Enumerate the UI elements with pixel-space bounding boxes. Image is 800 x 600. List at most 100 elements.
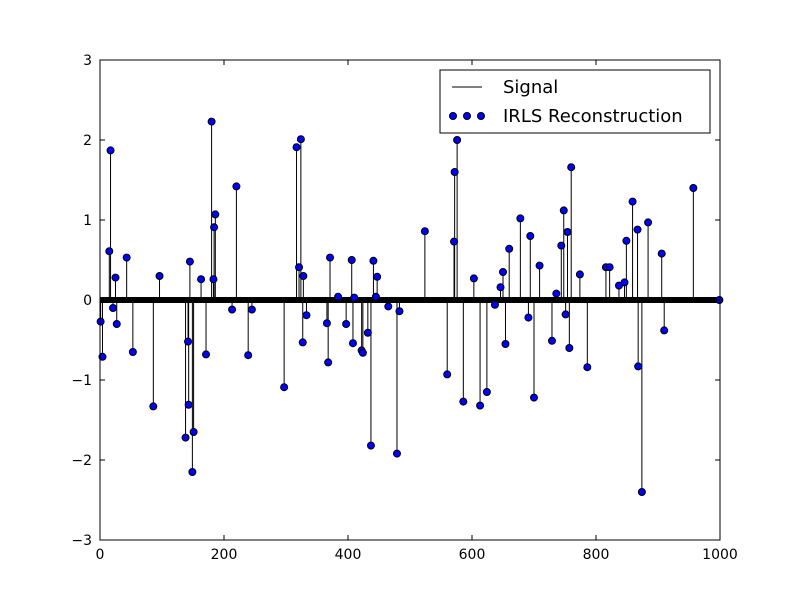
irls-point [637, 488, 646, 496]
irls-point [358, 348, 367, 357]
legend-label: Signal [503, 77, 558, 98]
irls-point [366, 441, 375, 450]
y-tick-label: 1 [83, 213, 92, 229]
legend-marker-icon [477, 112, 485, 120]
irls-point [181, 433, 190, 442]
irls-point [109, 304, 118, 312]
irls-point [112, 320, 121, 328]
irls-point [228, 305, 237, 314]
irls-point [575, 270, 584, 279]
x-tick-label: 400 [335, 547, 362, 563]
irls-point [188, 468, 197, 476]
irls-point [96, 317, 105, 326]
irls-point [98, 352, 107, 361]
x-tick-label: 600 [459, 547, 486, 563]
irls-point [210, 223, 219, 232]
irls-point [524, 313, 533, 322]
irls-point [189, 428, 198, 436]
irls-point [348, 339, 357, 348]
irls-point [155, 272, 164, 280]
irls-point [420, 227, 429, 236]
irls-point [207, 117, 216, 126]
y-tick-label: −1 [71, 373, 92, 389]
irls-point [295, 263, 304, 272]
irls-point [559, 206, 568, 215]
legend-marker-icon [449, 112, 457, 120]
irls-point [567, 163, 576, 172]
irls-point [122, 253, 131, 262]
irls-point [490, 300, 499, 309]
irls-point [501, 340, 510, 348]
x-tick-label: 200 [211, 547, 238, 563]
irls-point [128, 348, 137, 356]
irls-point [184, 400, 193, 409]
irls-point [185, 257, 194, 266]
irls-point [244, 351, 253, 360]
irls-point [634, 362, 643, 371]
irls-point [516, 214, 525, 223]
irls-point [628, 197, 637, 206]
axes: 0 200 400 600 800 1000 −3 −2 −1 0 1 2 3 [71, 53, 737, 563]
irls-point [106, 146, 115, 155]
irls-point [476, 401, 485, 410]
x-tick-label: 1000 [702, 547, 738, 563]
plot-area [96, 117, 724, 496]
irls-point [296, 135, 305, 144]
irls-point [373, 272, 382, 281]
irls-point [660, 326, 669, 335]
irls-point [197, 275, 206, 284]
irls-point [184, 337, 193, 346]
irls-point [105, 247, 114, 256]
legend: Signal IRLS Reconstruction [439, 69, 711, 134]
irls-point [620, 278, 629, 287]
irls-point [450, 237, 459, 246]
irls-point [561, 310, 570, 319]
irls-point [322, 319, 331, 328]
irls-point [535, 261, 544, 270]
irls-point [482, 388, 491, 396]
irls-point [334, 292, 343, 301]
irls-point [302, 311, 311, 320]
irls-point [280, 383, 289, 392]
irls-point [557, 241, 566, 250]
irls-point [392, 449, 401, 458]
irls-point [292, 143, 301, 152]
irls-point [395, 307, 404, 316]
irls-point [689, 184, 698, 192]
irls-point [526, 232, 535, 240]
y-tick-label: 3 [83, 53, 92, 69]
irls-point [324, 358, 333, 367]
irls-point [149, 402, 158, 411]
irls-point [450, 168, 459, 176]
irls-point [211, 210, 220, 219]
irls-point [369, 256, 378, 265]
irls-point [209, 275, 218, 284]
irls-point [563, 228, 572, 236]
irls-point [342, 320, 351, 328]
irls-point [499, 268, 507, 276]
irls-point [232, 182, 241, 191]
irls-point [202, 350, 211, 359]
y-tick-label: 2 [83, 133, 92, 149]
y-tick-label: −2 [71, 453, 92, 469]
irls-point [326, 253, 335, 262]
x-tick-label: 0 [96, 547, 105, 563]
irls-point [565, 344, 574, 352]
irls-point [443, 370, 452, 379]
legend-label: IRLS Reconstruction [503, 106, 683, 127]
irls-point [247, 305, 256, 314]
irls-point [111, 273, 120, 282]
irls-point [644, 218, 653, 227]
irls-point [350, 293, 359, 302]
irls-point [371, 292, 380, 301]
y-tick-label: 0 [83, 293, 92, 309]
irls-point [657, 249, 666, 258]
x-tick-label: 800 [583, 547, 610, 563]
irls-point [552, 289, 561, 298]
legend-box [439, 69, 711, 134]
legend-marker-icon [463, 112, 471, 120]
irls-point [605, 263, 614, 272]
irls-point [299, 272, 308, 280]
irls-point [298, 338, 307, 347]
irls-point [530, 393, 538, 402]
